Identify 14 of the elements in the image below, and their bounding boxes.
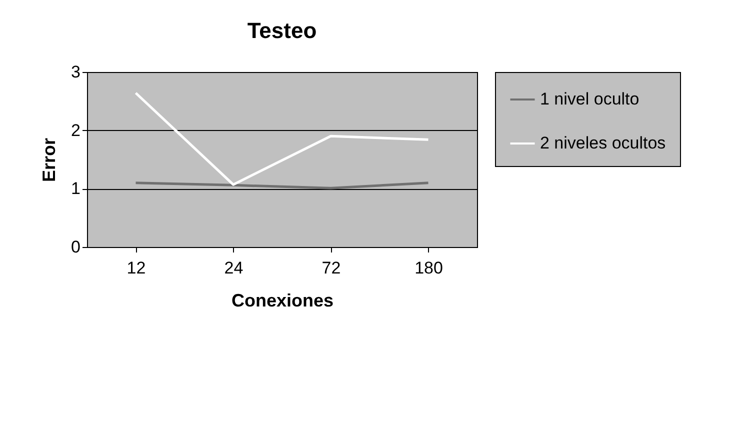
y-tick-label: 3 bbox=[71, 62, 80, 82]
x-tick-label: 180 bbox=[414, 258, 443, 278]
x-axis-title: Conexiones bbox=[231, 290, 334, 310]
line-series bbox=[134, 92, 430, 186]
x-tick-label: 12 bbox=[126, 258, 146, 278]
chart-title: Testeo bbox=[247, 18, 317, 43]
y-tick-label: 1 bbox=[71, 179, 80, 198]
y-tick-label: 2 bbox=[71, 120, 80, 140]
legend-label: 2 niveles ocultos bbox=[540, 134, 666, 152]
x-tick-label: 72 bbox=[322, 258, 341, 278]
y-tick-label: 0 bbox=[71, 238, 80, 256]
x-tick-label: 24 bbox=[224, 258, 244, 278]
legend-label: 1 nivel oculto bbox=[540, 90, 640, 108]
y-axis-title: Error bbox=[39, 138, 60, 182]
